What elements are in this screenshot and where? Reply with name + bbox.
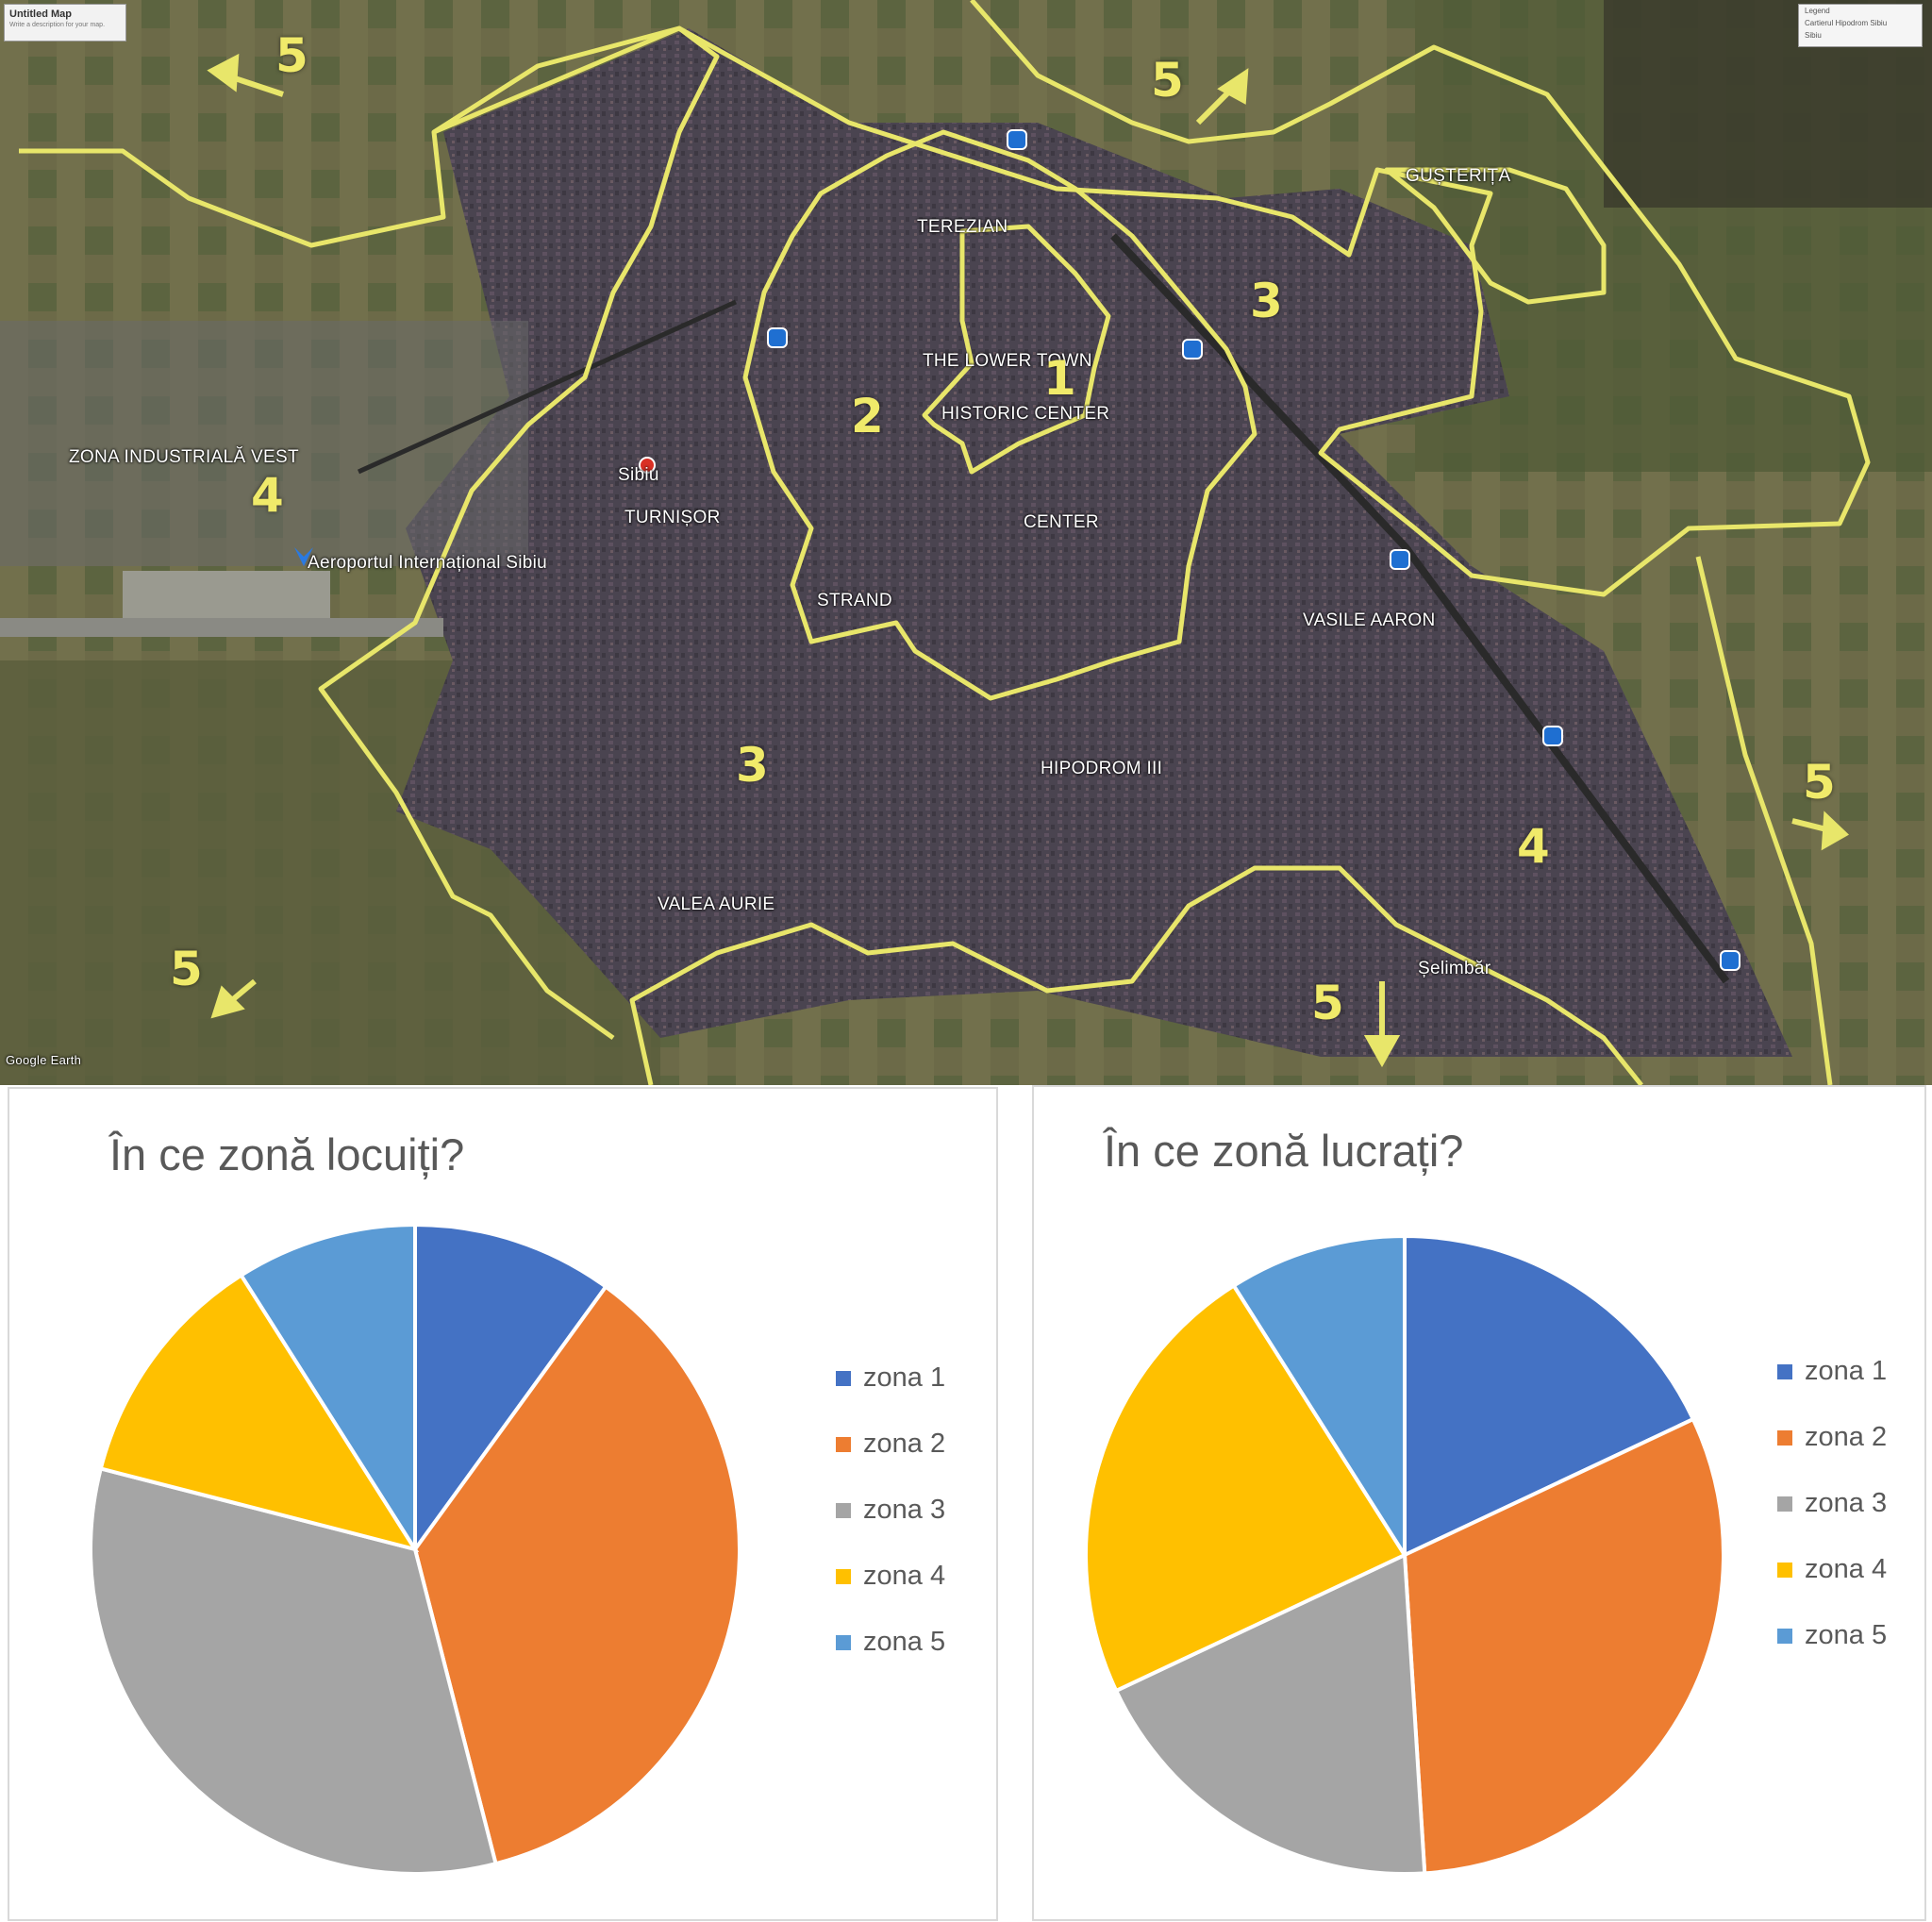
legend-item: zona 3 xyxy=(836,1495,945,1526)
map-subtitle: Write a description for your map. xyxy=(9,22,106,28)
zone-number-5: 5 xyxy=(1311,976,1344,1030)
legend-label: zona 3 xyxy=(863,1495,946,1525)
map-attribution: Google Earth xyxy=(6,1053,82,1067)
pie-slice-zona-1 xyxy=(1403,1233,1696,1559)
pie-plot xyxy=(1084,1233,1725,1876)
pie-slice-zona-3 xyxy=(89,1466,498,1876)
legend-swatch xyxy=(1777,1429,1792,1446)
zone-number-5: 5 xyxy=(1803,755,1836,810)
place-label: STRAND xyxy=(817,591,892,610)
pie-chart-locuiti: În ce zonă locuiți? zona 1 zona 2 zona 3 zo… xyxy=(8,1087,998,1921)
map-title-box[interactable]: Untitled Map Write a description for you… xyxy=(4,4,126,42)
place-label: HIPODROM III xyxy=(1041,759,1163,778)
pie-slice-zona-3 xyxy=(1113,1551,1427,1876)
map-legend[interactable]: Legend Cartierul Hipodrom Sibiu Sibiu xyxy=(1798,4,1923,47)
location-pin-icon xyxy=(639,457,656,474)
legend-item: zona 3 xyxy=(1777,1488,1887,1519)
place-label: THE LOWER TOWN xyxy=(923,351,1092,371)
legend-item: zona 1 xyxy=(836,1362,945,1394)
map-legend-item: Cartierul Hipodrom Sibiu xyxy=(1805,19,1888,27)
place-label: VALEA AURIE xyxy=(658,894,775,914)
place-label: VASILE AARON xyxy=(1303,610,1436,630)
legend-label: zona 4 xyxy=(863,1561,946,1591)
legend-swatch xyxy=(1777,1363,1792,1379)
chart-title: În ce zonă locuiți? xyxy=(109,1129,465,1179)
legend-label: zona 1 xyxy=(863,1362,946,1393)
pie-slice-zona-2 xyxy=(412,1283,741,1866)
legend-label: zona 3 xyxy=(1805,1488,1888,1518)
place-label: GUȘTERIȚA xyxy=(1406,166,1511,186)
legend-swatch xyxy=(836,1370,851,1386)
pie-slice-zona-5 xyxy=(238,1222,417,1556)
chart-title: În ce zonă lucrați? xyxy=(1104,1126,1464,1176)
legend-item: zona 2 xyxy=(1777,1422,1887,1453)
pie-slice-zona-4 xyxy=(1084,1282,1407,1694)
airport-icon xyxy=(294,547,313,566)
pie-slice-zona-1 xyxy=(413,1222,608,1556)
zone-number-5: 5 xyxy=(170,942,203,996)
zone-number-1: 1 xyxy=(1043,351,1076,406)
place-label: CENTER xyxy=(1024,512,1099,532)
place-label: TURNIȘOR xyxy=(625,508,721,527)
pie-slice-zona-4 xyxy=(98,1272,420,1553)
satellite-map: Untitled Map Write a description for you… xyxy=(0,0,1932,1085)
legend-swatch xyxy=(1777,1562,1792,1578)
map-background xyxy=(0,0,1932,1085)
legend-label: zona 1 xyxy=(1805,1356,1888,1386)
pie-chart-lucrati: În ce zonă lucrați? zona 1 zona 2 zona 3 zo… xyxy=(1032,1085,1926,1921)
legend-label: zona 4 xyxy=(1805,1554,1888,1584)
zone-number-3: 3 xyxy=(1250,274,1283,328)
pie-plot xyxy=(89,1222,741,1876)
legend-swatch xyxy=(836,1502,851,1518)
legend-swatch xyxy=(1777,1628,1792,1644)
map-legend-item: Sibiu xyxy=(1805,31,1822,40)
legend-item: zona 4 xyxy=(836,1561,945,1592)
pie-slice-zona-2 xyxy=(1402,1416,1725,1876)
legend-swatch xyxy=(836,1568,851,1584)
map-legend-title: Legend xyxy=(1805,7,1830,15)
zone-number-4: 4 xyxy=(1517,819,1550,874)
zone-number-2: 2 xyxy=(851,389,884,443)
legend-label: zona 5 xyxy=(863,1627,946,1657)
place-label: ZONA INDUSTRIALĂ VEST xyxy=(69,447,299,467)
legend-swatch xyxy=(1777,1496,1792,1512)
place-label: Sibiu xyxy=(618,465,659,485)
legend-item: zona 5 xyxy=(836,1627,945,1658)
place-label: Aeroportul Internațional Sibiu xyxy=(308,553,548,573)
legend-swatch xyxy=(836,1634,851,1650)
place-label: TEREZIAN xyxy=(917,217,1008,237)
place-label: HISTORIC CENTER xyxy=(941,404,1110,424)
map-title: Untitled Map xyxy=(9,8,72,20)
zone-number-4: 4 xyxy=(251,468,284,523)
place-label: Șelimbăr xyxy=(1418,959,1491,978)
legend-label: zona 2 xyxy=(863,1429,946,1459)
legend-swatch xyxy=(836,1436,851,1452)
legend-item: zona 1 xyxy=(1777,1356,1887,1387)
zone-number-5: 5 xyxy=(275,28,308,83)
legend-label: zona 2 xyxy=(1805,1422,1888,1452)
legend-item: zona 2 xyxy=(836,1429,945,1460)
pie-slice-zona-5 xyxy=(1231,1233,1407,1562)
legend-item: zona 4 xyxy=(1777,1554,1887,1585)
legend-item: zona 5 xyxy=(1777,1620,1887,1651)
zone-number-3: 3 xyxy=(736,738,769,793)
legend-label: zona 5 xyxy=(1805,1620,1888,1650)
zone-number-5: 5 xyxy=(1151,53,1184,108)
